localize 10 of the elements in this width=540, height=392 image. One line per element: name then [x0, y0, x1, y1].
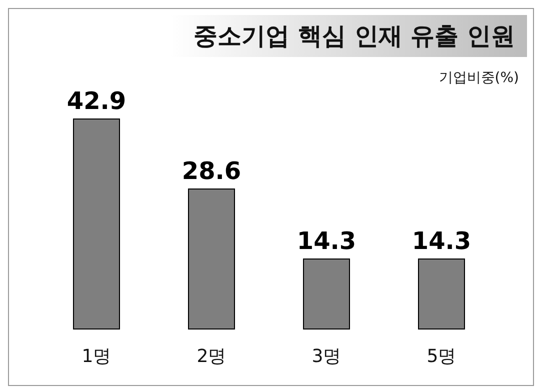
x-tick-label: 1명	[82, 346, 112, 367]
y-axis-title: 기업비중(%)	[438, 69, 519, 87]
chart-title: 중소기업 핵심 인재 유출 인원	[169, 15, 527, 57]
data-label: 14.3	[296, 227, 356, 255]
data-label: 14.3	[412, 227, 472, 255]
x-tick-label: 2명	[196, 346, 226, 367]
data-label: 28.6	[182, 157, 242, 185]
x-tick-label: 3명	[312, 346, 342, 367]
x-tick-label: 5명	[426, 346, 456, 367]
data-label: 42.9	[66, 87, 126, 115]
